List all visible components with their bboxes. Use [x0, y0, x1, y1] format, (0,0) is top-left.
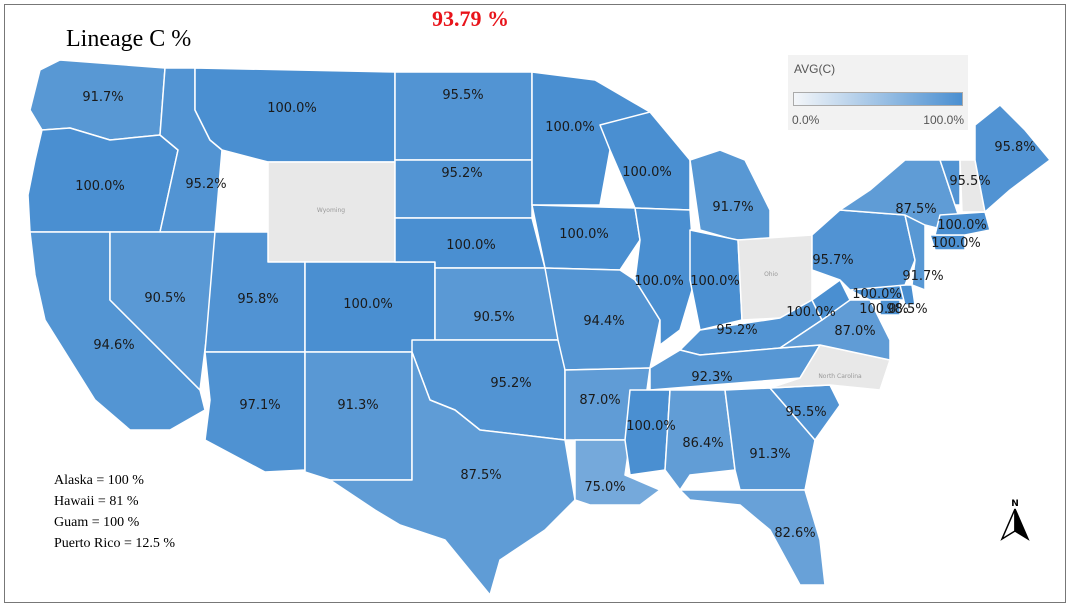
state-label-mo: 94.4%: [583, 314, 624, 329]
state-label-az: 97.1%: [239, 398, 280, 413]
state-label-nc: North Carolina: [818, 373, 862, 380]
state-fl[interactable]: [679, 489, 826, 586]
state-label-wa: 91.7%: [82, 90, 123, 105]
state-nm[interactable]: [304, 351, 413, 481]
state-label-pa: 95.7%: [812, 253, 853, 268]
state-label-ca: 94.6%: [93, 338, 134, 353]
state-nd[interactable]: [394, 71, 533, 161]
state-pa[interactable]: [811, 209, 916, 291]
note-hawaii: Hawaii = 81 %: [54, 494, 139, 509]
state-mi[interactable]: [689, 149, 771, 241]
state-label-la: 75.0%: [584, 480, 625, 495]
state-label-vt: 95.5%: [949, 174, 990, 189]
state-label-ma: 100.0%: [937, 218, 987, 233]
state-label-nv: 90.5%: [144, 291, 185, 306]
legend-min-label: 0.0%: [792, 113, 820, 127]
color-legend: AVG(C) 0.0% 100.0%: [788, 55, 968, 130]
note-puerto-rico: Puerto Rico = 12.5 %: [54, 536, 176, 551]
state-wv[interactable]: [811, 279, 851, 321]
state-vt[interactable]: [939, 159, 961, 206]
state-label-nj: 91.7%: [902, 269, 943, 284]
state-label-in: 100.0%: [690, 274, 740, 289]
state-label-ny: 87.5%: [895, 202, 936, 217]
state-label-ne: 100.0%: [446, 238, 496, 253]
state-label-ga: 91.3%: [749, 447, 790, 462]
state-label-de: 100.0%: [859, 302, 909, 317]
state-mo[interactable]: [544, 267, 661, 371]
state-label-sd: 95.2%: [441, 166, 482, 181]
state-label-al: 86.4%: [682, 436, 723, 451]
state-label-wy: Wyoming: [317, 207, 345, 214]
state-label-wv: 100.0%: [786, 305, 836, 320]
state-label-oh: Ohio: [764, 271, 778, 278]
state-label-id: 95.2%: [185, 177, 226, 192]
state-label-mi: 91.7%: [712, 200, 753, 215]
state-label-md: 100.0%: [852, 287, 902, 302]
legend-gradient-bar: [793, 92, 963, 106]
labels-layer: 91.7%100.0%94.6%95.2%90.5%100.0%Wyoming9…: [75, 88, 1035, 541]
map-frame: [4, 4, 1066, 603]
north-label: N: [1011, 499, 1019, 509]
state-label-va: 87.0%: [834, 324, 875, 339]
state-ia[interactable]: [531, 204, 641, 271]
state-label-mt: 100.0%: [267, 101, 317, 116]
state-label-co: 100.0%: [343, 297, 393, 312]
state-label-nd: 95.5%: [442, 88, 483, 103]
state-label-ks: 90.5%: [473, 310, 514, 325]
state-label-ia: 100.0%: [559, 227, 609, 242]
legend-title: AVG(C): [794, 62, 836, 76]
state-label-ms: 100.0%: [626, 419, 676, 434]
state-label-sc: 95.5%: [785, 405, 826, 420]
state-tx[interactable]: [329, 351, 576, 596]
state-ms[interactable]: [624, 389, 671, 476]
state-label-mn: 100.0%: [545, 120, 595, 135]
state-label-il: 100.0%: [634, 274, 684, 289]
state-label-me: 95.8%: [994, 140, 1035, 155]
state-label-ar: 87.0%: [579, 393, 620, 408]
state-label-ky: 95.2%: [716, 323, 757, 338]
state-label-ut: 95.8%: [237, 292, 278, 307]
note-alaska: Alaska = 100 %: [54, 473, 144, 488]
state-label-tx: 87.5%: [460, 468, 501, 483]
headline-value: 93.79 %: [432, 6, 509, 31]
state-ks[interactable]: [434, 267, 559, 341]
state-label-fl: 82.6%: [774, 526, 815, 541]
state-dc[interactable]: [879, 299, 901, 316]
state-label-nm: 91.3%: [337, 398, 378, 413]
state-label-ct: 100.0%: [931, 236, 981, 251]
north-arrow-icon: N: [1000, 499, 1030, 541]
states-layer: [27, 59, 1051, 596]
map-title: Lineage C %: [66, 26, 192, 52]
state-label-or: 100.0%: [75, 179, 125, 194]
state-label-ok: 95.2%: [490, 376, 531, 391]
legend-max-label: 100.0%: [923, 113, 964, 127]
state-wi[interactable]: [599, 111, 691, 211]
state-in[interactable]: [689, 229, 743, 331]
state-label-dc: 98.5%: [886, 302, 927, 317]
state-me[interactable]: [974, 104, 1051, 213]
state-label-wi: 100.0%: [622, 165, 672, 180]
state-de[interactable]: [899, 284, 916, 306]
territory-notes: Alaska = 100 % Hawaii = 81 % Guam = 100 …: [54, 470, 175, 554]
note-guam: Guam = 100 %: [54, 515, 140, 530]
state-label-tn: 92.3%: [691, 370, 732, 385]
